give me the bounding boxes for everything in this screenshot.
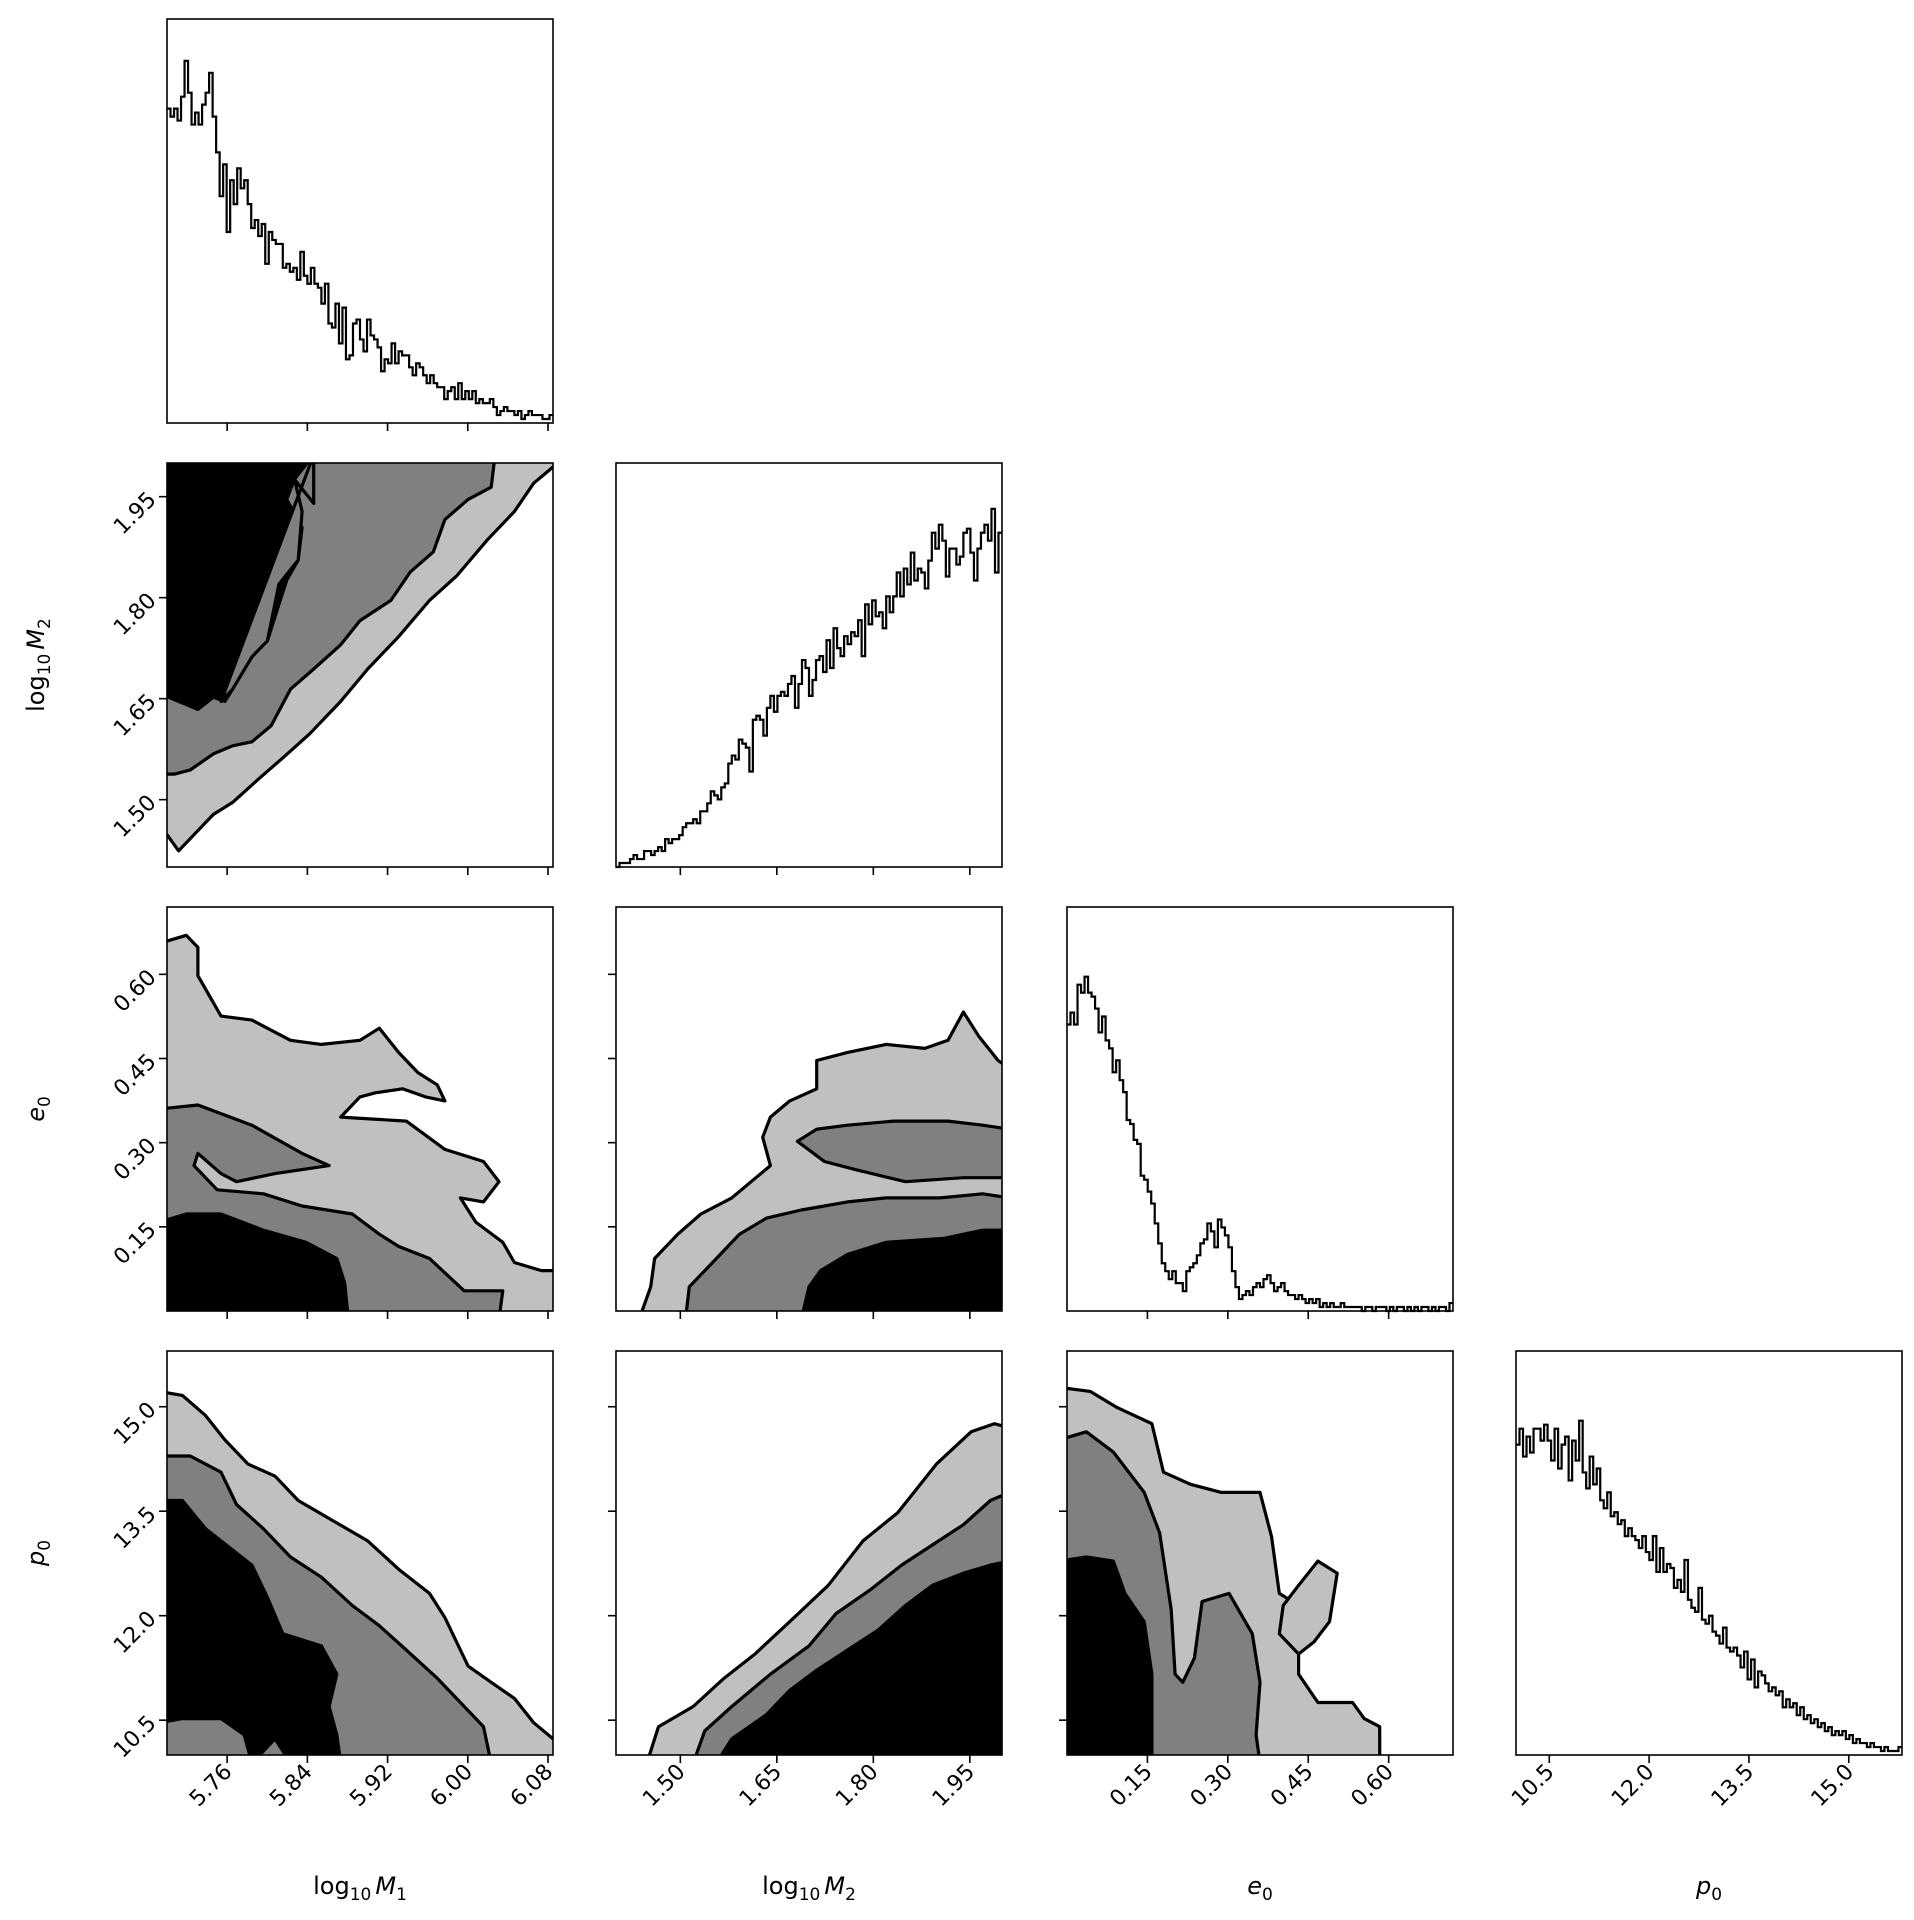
- contour-logM2-vs-logM1-3: [219, 463, 316, 703]
- xtick-label-logM1-1: 5.84: [265, 1760, 317, 1812]
- xtick-label-p0-3: 15.0: [1807, 1760, 1859, 1812]
- xtick-label-logM2-3: 1.95: [928, 1760, 980, 1812]
- ytick-label-p0-3: 15.0: [109, 1398, 161, 1450]
- contour-e0-vs-logM1-2: [167, 1212, 350, 1311]
- ytick-label-e0-0: 0.15: [109, 1218, 161, 1270]
- xtick-label-logM2-2: 1.80: [831, 1760, 883, 1812]
- xtick-label-e0-2: 0.45: [1266, 1760, 1318, 1812]
- histogram-panels: [167, 59, 1902, 1753]
- axis-label-x-logM2: log10 M2: [762, 1872, 856, 1905]
- contour-frame-p0-e0: [1066, 1350, 1454, 1756]
- axis-label-y-p0: p0: [22, 1540, 55, 1567]
- contour-p0-vs-e0-1: [1277, 1559, 1339, 1656]
- contour-frame-e0-logM2: [615, 906, 1003, 1312]
- xtick-label-logM2-1: 1.65: [735, 1760, 787, 1812]
- axis-labels: log10 M1 log10 M2 e0 p0 log10M2 e0 p0: [22, 618, 1722, 1905]
- xtick-label-p0-1: 12.0: [1607, 1760, 1659, 1812]
- hist-panel-e0-e0: [1066, 906, 1454, 1312]
- contour-frame-p0-logM1: [166, 1350, 554, 1756]
- ytick-label-p0-1: 12.0: [109, 1606, 161, 1658]
- axis-label-y-logM2: log10M2: [22, 618, 55, 712]
- xtick-label-e0-1: 0.30: [1186, 1760, 1238, 1812]
- contour-panel-e0-vs-logM2: [640, 1010, 1002, 1311]
- xtick-label-logM1-3: 6.00: [426, 1760, 478, 1812]
- axis-label-x-e0: e0: [1247, 1872, 1273, 1905]
- contour-frame-logM2-logM1: [166, 462, 554, 868]
- ytick-label-logM2-2: 1.80: [109, 588, 161, 640]
- contour-panel-p0-vs-logM2: [647, 1422, 1002, 1755]
- histogram-logM2: [616, 507, 1002, 869]
- xtick-label-e0-3: 0.60: [1347, 1760, 1399, 1812]
- histogram-p0: [1516, 1419, 1902, 1753]
- ytick-label-p0-2: 13.5: [109, 1502, 161, 1554]
- histogram-e0: [1067, 975, 1453, 1313]
- xtick-label-logM1-4: 6.08: [506, 1760, 558, 1812]
- axis-label-x-logM1: log10 M1: [313, 1872, 407, 1905]
- contour-panel-e0-vs-logM1: [167, 933, 553, 1311]
- hist-panel-logM1-logM1: [166, 18, 554, 424]
- contour-panel-p0-vs-e0: [1067, 1386, 1382, 1755]
- contour-logM2-vs-logM1-2: [167, 463, 310, 711]
- histogram-logM1: [167, 59, 553, 421]
- axis-label-y-e0: e0: [22, 1096, 55, 1122]
- ytick-label-e0-2: 0.45: [109, 1049, 161, 1101]
- contour-p0-vs-e0-3: [1067, 1555, 1154, 1755]
- contour-frame-e0-logM1: [166, 906, 554, 1312]
- contour-p0-vs-logM1-2: [167, 1498, 342, 1755]
- xtick-label-logM1-0: 5.76: [185, 1760, 237, 1812]
- contour-panels: [167, 463, 1382, 1755]
- ytick-label-logM2-1: 1.65: [109, 689, 161, 741]
- contour-panel-logM2-vs-logM1: [167, 463, 553, 853]
- xtick-label-logM1-2: 5.92: [345, 1760, 397, 1812]
- xtick-label-p0-2: 13.5: [1707, 1760, 1759, 1812]
- ytick-label-logM2-0: 1.50: [109, 790, 161, 842]
- xtick-label-p0-0: 10.5: [1507, 1760, 1559, 1812]
- hist-panel-logM2-logM2: [615, 462, 1003, 868]
- ytick-label-p0-0: 10.5: [109, 1711, 161, 1763]
- contour-e0-vs-logM2-2: [795, 1119, 1002, 1184]
- hist-panel-p0-p0: [1515, 1350, 1903, 1756]
- axis-label-x-p0: p0: [1695, 1872, 1722, 1905]
- ytick-label-e0-3: 0.60: [109, 965, 161, 1017]
- contour-panel-p0-vs-logM1: [167, 1391, 553, 1755]
- contour-e0-vs-logM2-3: [801, 1228, 1002, 1311]
- contour-frame-p0-logM2: [615, 1350, 1003, 1756]
- tick-marks: [159, 423, 1850, 1763]
- contour-p0-vs-logM2-2: [719, 1561, 1002, 1755]
- ytick-label-logM2-3: 1.95: [109, 487, 161, 539]
- xtick-label-logM2-0: 1.50: [638, 1760, 690, 1812]
- ytick-label-e0-1: 0.30: [109, 1133, 161, 1185]
- xtick-label-e0-0: 0.15: [1105, 1760, 1157, 1812]
